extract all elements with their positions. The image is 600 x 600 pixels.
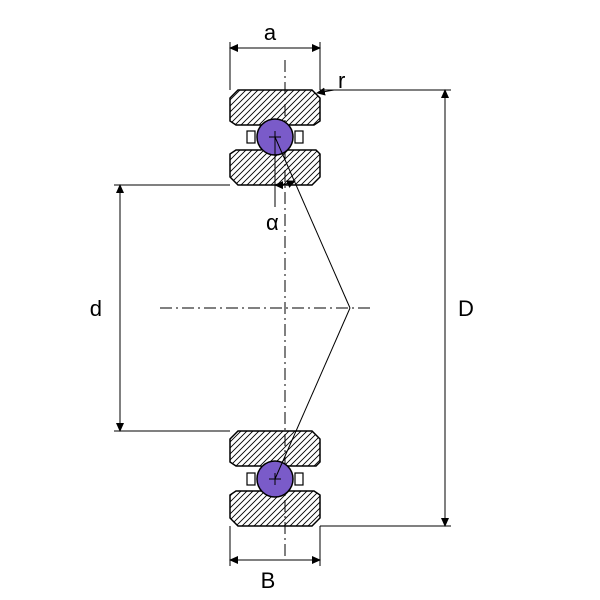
- label-d: d: [90, 296, 102, 321]
- label-alpha: α: [266, 210, 279, 235]
- label-a: a: [264, 20, 277, 45]
- bearing-diagram: a Bd Dr α: [0, 0, 600, 600]
- label-r: r: [338, 68, 345, 93]
- label-D: D: [458, 296, 474, 321]
- label-B: B: [261, 568, 276, 593]
